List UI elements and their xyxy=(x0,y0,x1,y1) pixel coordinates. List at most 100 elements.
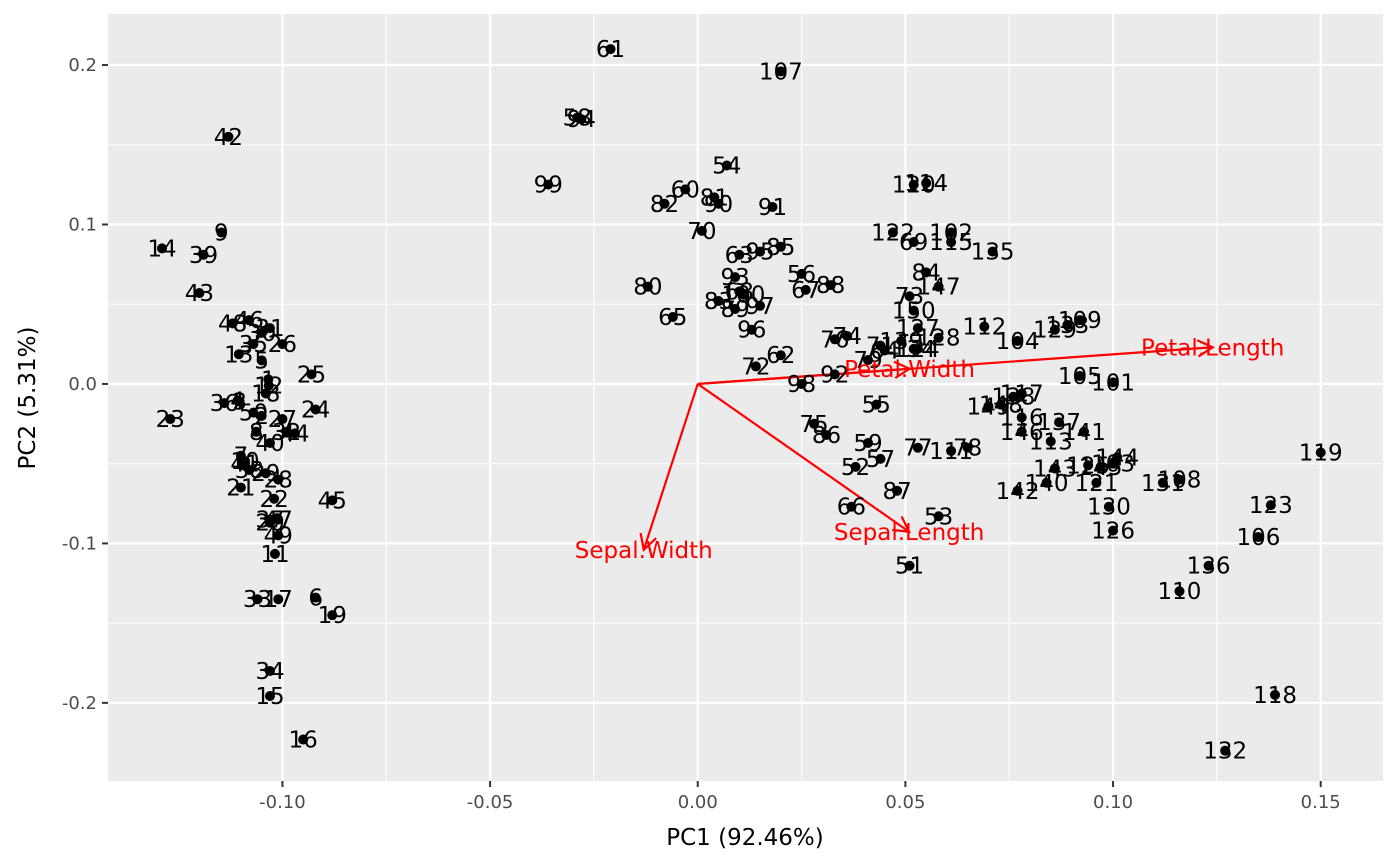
point-label: 38 xyxy=(235,458,264,484)
point-label: 122 xyxy=(871,220,915,246)
data-point xyxy=(256,410,267,421)
data-point xyxy=(264,665,275,676)
point-label: 31 xyxy=(255,316,284,342)
point-label: 61 xyxy=(596,37,625,63)
point-label: 120 xyxy=(892,173,936,199)
point-label: 12 xyxy=(254,374,283,400)
data-point xyxy=(755,300,766,311)
data-point xyxy=(738,289,749,300)
data-point xyxy=(908,237,919,248)
loading-arrows xyxy=(639,339,1216,552)
loading-arrow-head xyxy=(1196,339,1216,358)
point-label: 116 xyxy=(1000,405,1044,431)
point-label: 75 xyxy=(799,412,828,438)
data-point xyxy=(933,332,944,343)
point-label: 86 xyxy=(812,423,841,449)
point-label: 107 xyxy=(759,59,803,85)
point-label: 93 xyxy=(720,265,749,291)
point-label: 36 xyxy=(210,391,239,417)
data-point xyxy=(796,378,807,389)
point-label: 7 xyxy=(234,444,249,470)
data-point xyxy=(875,453,886,464)
data-point xyxy=(248,339,259,350)
data-point xyxy=(908,179,919,190)
point-label: 80 xyxy=(633,275,662,301)
point-label: 34 xyxy=(255,659,284,685)
data-point xyxy=(248,407,259,418)
data-point xyxy=(310,592,321,603)
point-label: 121 xyxy=(1074,471,1118,497)
point-label: 139 xyxy=(879,329,923,355)
x-tick-label: 0.10 xyxy=(1093,792,1133,813)
x-tick-label: 0.15 xyxy=(1301,792,1341,813)
data-point xyxy=(1049,463,1060,474)
data-point xyxy=(264,323,275,334)
y-tick-label: 0.0 xyxy=(68,374,97,395)
data-point xyxy=(887,227,898,238)
data-point xyxy=(875,340,886,351)
point-label: 17 xyxy=(264,587,293,613)
point-label: 97 xyxy=(745,294,774,320)
point-label: 54 xyxy=(712,153,741,179)
point-label: 69 xyxy=(899,230,928,256)
point-label: 50 xyxy=(239,401,268,427)
data-point xyxy=(1103,501,1114,512)
minor-gridlines xyxy=(108,14,1383,781)
point-label: 43 xyxy=(185,281,214,307)
data-point xyxy=(659,198,670,209)
data-point xyxy=(605,44,616,55)
point-label: 44 xyxy=(280,421,309,447)
data-point xyxy=(1112,452,1123,463)
data-point xyxy=(730,272,741,283)
data-point xyxy=(908,343,919,354)
data-point xyxy=(896,335,907,346)
point-label: 32 xyxy=(272,420,301,446)
point-label: 99 xyxy=(534,173,563,199)
point-label: 112 xyxy=(962,315,1006,341)
data-point xyxy=(1220,745,1231,756)
point-label: 77 xyxy=(903,436,932,462)
data-point xyxy=(310,404,321,415)
data-point xyxy=(796,268,807,279)
point-label: 37 xyxy=(255,507,284,533)
point-label: 147 xyxy=(917,275,961,301)
point-label: 51 xyxy=(895,554,924,580)
point-label: 66 xyxy=(837,495,866,521)
point-label: 85 xyxy=(766,235,795,261)
data-point xyxy=(1265,500,1276,511)
point-label: 132 xyxy=(1203,739,1247,765)
point-label: 46 xyxy=(235,308,264,334)
data-point xyxy=(1008,391,1019,402)
y-tick-label: -0.2 xyxy=(62,693,97,714)
point-label: 23 xyxy=(156,407,185,433)
data-point xyxy=(256,355,267,366)
data-point xyxy=(846,501,857,512)
data-point xyxy=(825,280,836,291)
point-label: 9 xyxy=(214,220,229,246)
point-label: 118 xyxy=(1253,683,1297,709)
data-point xyxy=(979,321,990,332)
loading-arrow-head xyxy=(892,516,912,534)
point-label: 52 xyxy=(841,455,870,481)
point-label: 89 xyxy=(720,297,749,323)
data-point xyxy=(987,246,998,257)
data-point xyxy=(829,334,840,345)
data-point xyxy=(946,237,957,248)
point-label: 15 xyxy=(255,684,284,710)
loading-arrow-shaft xyxy=(697,367,910,386)
point-label: 126 xyxy=(1091,519,1135,545)
point-label: 10 xyxy=(230,449,259,475)
point-label: 128 xyxy=(917,326,961,352)
data-point xyxy=(277,414,288,425)
y-tick-label: -0.1 xyxy=(62,533,97,554)
point-label: 103 xyxy=(1091,452,1135,478)
data-point xyxy=(306,369,317,380)
point-label: 82 xyxy=(650,192,679,218)
data-point xyxy=(680,184,691,195)
data-point xyxy=(1016,426,1027,437)
data-point xyxy=(1315,447,1326,458)
point-label: 47 xyxy=(264,507,293,533)
x-tick-label: -0.10 xyxy=(259,792,306,813)
data-point xyxy=(240,458,251,469)
data-point xyxy=(1041,477,1052,488)
